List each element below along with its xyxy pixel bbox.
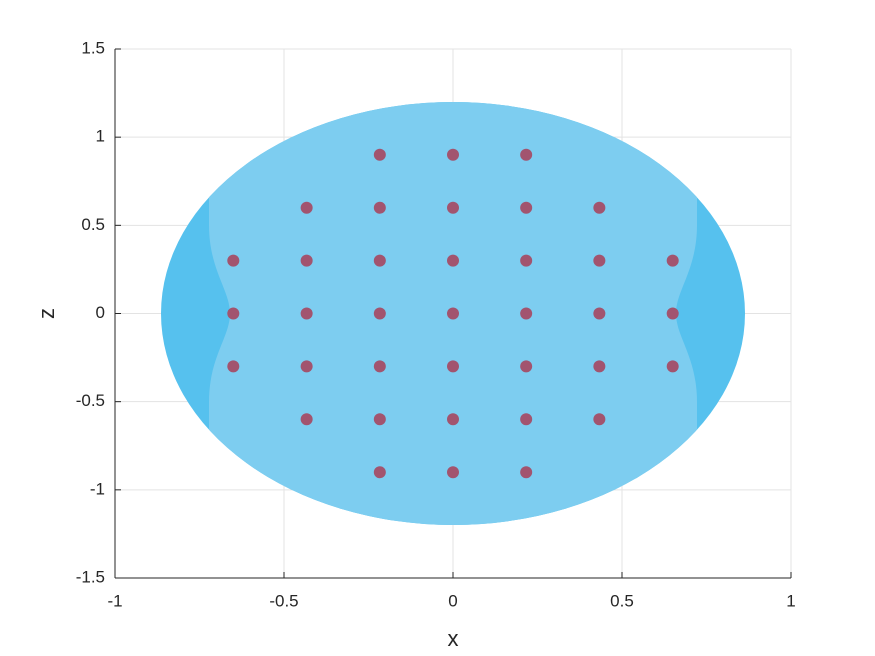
point: [520, 466, 533, 479]
point: [373, 254, 386, 267]
point: [593, 360, 606, 373]
point: [300, 307, 313, 320]
point: [666, 307, 679, 320]
point: [373, 466, 386, 479]
point: [520, 307, 533, 320]
point: [227, 307, 240, 320]
point: [447, 413, 459, 426]
point: [447, 360, 459, 373]
point: [373, 307, 386, 320]
y-tick-label: -1: [90, 479, 105, 498]
point: [520, 413, 533, 426]
point: [593, 201, 606, 214]
point: [227, 360, 240, 373]
point: [447, 148, 459, 161]
point: [300, 254, 313, 267]
point: [227, 254, 240, 267]
point: [666, 360, 679, 373]
point: [373, 201, 386, 214]
point: [593, 254, 606, 267]
x-axis-label: x: [448, 626, 459, 651]
point: [300, 413, 313, 426]
point: [373, 360, 386, 373]
point: [447, 254, 459, 267]
point: [373, 413, 386, 426]
y-tick-label: -1.5: [76, 567, 105, 586]
point: [593, 307, 606, 320]
x-tick-label: -1: [107, 591, 122, 610]
point: [373, 148, 386, 161]
point: [447, 307, 459, 320]
point: [593, 413, 606, 426]
y-axis-label: z: [34, 308, 59, 319]
y-tick-label: 0: [96, 303, 105, 322]
point: [520, 254, 533, 267]
point: [447, 466, 459, 479]
point: [520, 360, 533, 373]
x-tick-label: -0.5: [269, 591, 298, 610]
y-tick-label: 1: [96, 127, 105, 146]
x-tick-label: 0.5: [610, 591, 634, 610]
y-tick-label: 1.5: [81, 38, 105, 57]
point: [666, 254, 679, 267]
x-tick-label: 1: [786, 591, 795, 610]
markers: [227, 148, 679, 479]
point: [520, 148, 533, 161]
point: [300, 360, 313, 373]
point: [300, 201, 313, 214]
point: [447, 201, 459, 214]
point: [520, 201, 533, 214]
y-tick-label: 0.5: [81, 215, 105, 234]
y-tick-label: -0.5: [76, 391, 105, 410]
x-tick-label: 0: [448, 591, 457, 610]
